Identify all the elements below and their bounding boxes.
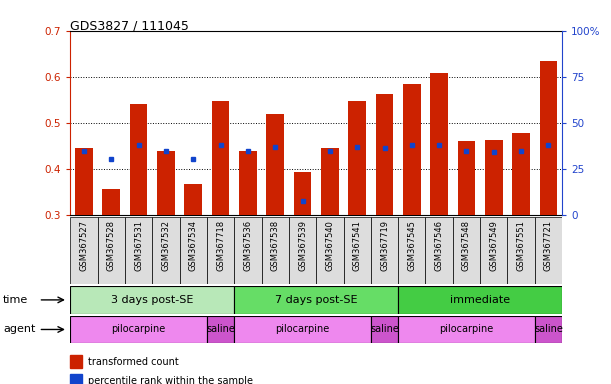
- Bar: [211, 101, 230, 215]
- Text: GSM367538: GSM367538: [271, 220, 280, 271]
- Bar: [70, 355, 82, 368]
- Text: GSM367534: GSM367534: [189, 220, 198, 271]
- Text: GSM367536: GSM367536: [243, 220, 252, 271]
- Text: pilocarpine: pilocarpine: [276, 324, 330, 334]
- Text: pilocarpine: pilocarpine: [439, 324, 494, 334]
- Text: 3 days post-SE: 3 days post-SE: [111, 295, 194, 305]
- Bar: [540, 61, 557, 215]
- Text: saline: saline: [370, 324, 399, 334]
- Bar: [239, 151, 257, 215]
- FancyBboxPatch shape: [70, 316, 207, 343]
- Text: time: time: [3, 295, 28, 305]
- Text: GSM367541: GSM367541: [353, 220, 362, 271]
- FancyBboxPatch shape: [371, 217, 398, 284]
- Text: transformed count: transformed count: [88, 357, 179, 367]
- Text: percentile rank within the sample: percentile rank within the sample: [88, 376, 253, 384]
- FancyBboxPatch shape: [425, 217, 453, 284]
- FancyBboxPatch shape: [398, 316, 535, 343]
- Text: saline: saline: [206, 324, 235, 334]
- FancyBboxPatch shape: [398, 217, 425, 284]
- Text: GSM367719: GSM367719: [380, 220, 389, 271]
- Text: GSM367532: GSM367532: [161, 220, 170, 271]
- Bar: [430, 73, 448, 215]
- FancyBboxPatch shape: [398, 286, 562, 314]
- FancyBboxPatch shape: [152, 217, 180, 284]
- Bar: [403, 84, 421, 215]
- Bar: [485, 141, 503, 215]
- FancyBboxPatch shape: [234, 316, 371, 343]
- FancyBboxPatch shape: [262, 217, 289, 284]
- Text: agent: agent: [3, 324, 35, 334]
- FancyBboxPatch shape: [453, 217, 480, 284]
- FancyBboxPatch shape: [343, 217, 371, 284]
- FancyBboxPatch shape: [535, 217, 562, 284]
- FancyBboxPatch shape: [371, 316, 398, 343]
- Bar: [130, 104, 147, 215]
- Bar: [512, 134, 530, 215]
- FancyBboxPatch shape: [535, 316, 562, 343]
- FancyBboxPatch shape: [70, 217, 98, 284]
- FancyBboxPatch shape: [207, 316, 234, 343]
- Text: GSM367718: GSM367718: [216, 220, 225, 271]
- FancyBboxPatch shape: [289, 217, 316, 284]
- FancyBboxPatch shape: [234, 286, 398, 314]
- Bar: [157, 151, 175, 215]
- FancyBboxPatch shape: [98, 217, 125, 284]
- Text: GSM367540: GSM367540: [325, 220, 334, 271]
- Bar: [103, 189, 120, 215]
- Text: pilocarpine: pilocarpine: [111, 324, 166, 334]
- Text: saline: saline: [534, 324, 563, 334]
- Text: GSM367546: GSM367546: [434, 220, 444, 271]
- Bar: [376, 94, 393, 215]
- Text: GDS3827 / 111045: GDS3827 / 111045: [70, 19, 189, 32]
- Text: GSM367551: GSM367551: [517, 220, 525, 271]
- Bar: [348, 101, 366, 215]
- FancyBboxPatch shape: [207, 217, 234, 284]
- Bar: [321, 148, 338, 215]
- FancyBboxPatch shape: [316, 217, 343, 284]
- FancyBboxPatch shape: [508, 217, 535, 284]
- Text: GSM367548: GSM367548: [462, 220, 471, 271]
- FancyBboxPatch shape: [125, 217, 152, 284]
- Bar: [458, 141, 475, 215]
- Text: GSM367528: GSM367528: [107, 220, 115, 271]
- FancyBboxPatch shape: [480, 217, 508, 284]
- FancyBboxPatch shape: [234, 217, 262, 284]
- Text: GSM367549: GSM367549: [489, 220, 499, 271]
- Text: GSM367527: GSM367527: [79, 220, 89, 271]
- Text: GSM367721: GSM367721: [544, 220, 553, 271]
- Text: immediate: immediate: [450, 295, 510, 305]
- Text: GSM367531: GSM367531: [134, 220, 143, 271]
- Bar: [266, 114, 284, 215]
- FancyBboxPatch shape: [70, 286, 234, 314]
- Bar: [294, 172, 312, 215]
- Text: 7 days post-SE: 7 days post-SE: [275, 295, 357, 305]
- Bar: [75, 148, 93, 215]
- Bar: [185, 184, 202, 215]
- Bar: [70, 374, 82, 384]
- Text: GSM367545: GSM367545: [408, 220, 416, 271]
- FancyBboxPatch shape: [180, 217, 207, 284]
- Text: GSM367539: GSM367539: [298, 220, 307, 271]
